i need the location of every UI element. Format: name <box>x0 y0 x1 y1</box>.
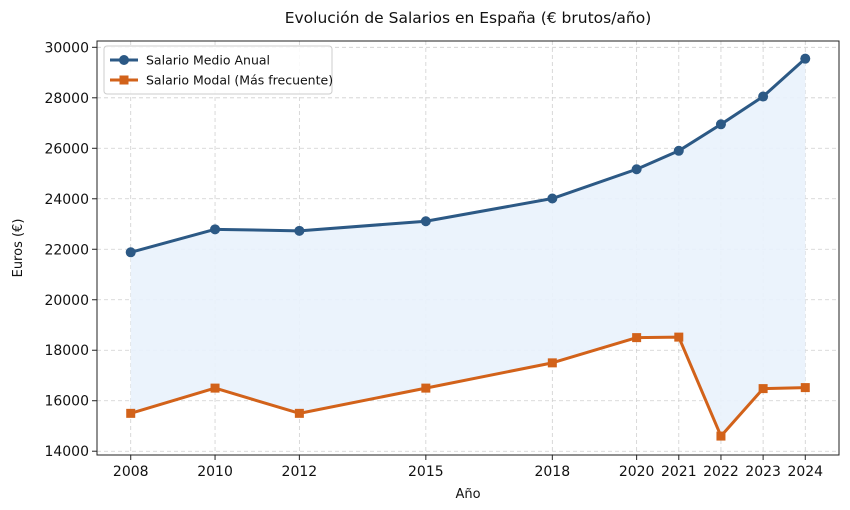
x-tick-label: 2022 <box>703 464 739 480</box>
x-tick-label: 2010 <box>197 464 233 480</box>
data-point <box>800 53 811 64</box>
legend-marker <box>119 55 129 65</box>
x-tick-label: 2008 <box>113 464 149 480</box>
x-tick-label: 2015 <box>408 464 444 480</box>
data-point <box>210 383 220 393</box>
data-point <box>758 384 768 394</box>
y-tick-label: 16000 <box>44 394 89 410</box>
series-2 <box>126 332 810 441</box>
y-axis: 14000 16000 18000 20000 22000 24000 26000 28000… <box>44 40 97 460</box>
plot-frame <box>96 40 840 456</box>
y-tick-label: 26000 <box>44 141 89 157</box>
legend-item: Salario Medio Anual <box>110 53 270 68</box>
x-tick-label: 2018 <box>534 464 570 480</box>
x-axis: 2008 2010 2012 2015 2018 2020 2021 2022 2023 2024 <box>113 455 823 480</box>
series-line <box>130 335 806 438</box>
legend: Salario Medio Anual Salario Modal (Más fr… <box>103 45 333 95</box>
data-point <box>294 225 305 236</box>
x-tick-label: 2021 <box>661 464 697 480</box>
fill-between-area <box>130 58 806 437</box>
series-line <box>130 57 807 254</box>
y-tick-label: 20000 <box>44 293 89 309</box>
data-point <box>547 193 558 204</box>
data-point <box>673 145 684 156</box>
data-point <box>632 333 642 343</box>
series-1 <box>125 53 811 258</box>
data-point <box>800 383 810 393</box>
data-point <box>421 383 431 393</box>
y-axis-title: Euros (€) <box>11 219 26 278</box>
x-axis-title: Año <box>455 487 480 502</box>
x-tick-label: 2020 <box>619 464 655 480</box>
legend-box <box>103 45 333 95</box>
data-point <box>674 332 684 342</box>
data-point <box>126 408 136 418</box>
data-point <box>420 216 431 227</box>
data-point <box>631 164 642 175</box>
data-point <box>758 91 769 102</box>
y-tick-label: 14000 <box>44 444 89 460</box>
legend-item: Salario Modal (Más frecuente) <box>110 73 333 88</box>
y-tick-label: 28000 <box>44 91 89 107</box>
x-tick-label: 2024 <box>787 464 823 480</box>
y-tick-label: 30000 <box>44 40 89 56</box>
data-point <box>210 224 221 235</box>
legend-marker <box>119 75 129 85</box>
data-point <box>547 358 557 368</box>
data-point <box>125 247 136 258</box>
x-tick-label: 2012 <box>282 464 318 480</box>
y-tick-label: 22000 <box>44 242 89 258</box>
y-tick-label: 18000 <box>44 343 89 359</box>
y-tick-label: 24000 <box>44 192 89 208</box>
legend-label: Salario Modal (Más frecuente) <box>146 73 333 88</box>
data-point <box>715 119 726 130</box>
chart-title: Evolución de Salarios en España (€ bruto… <box>285 9 652 27</box>
legend-label: Salario Medio Anual <box>146 53 270 68</box>
data-point <box>294 408 304 418</box>
x-tick-label: 2023 <box>745 464 781 480</box>
data-point <box>716 431 726 441</box>
